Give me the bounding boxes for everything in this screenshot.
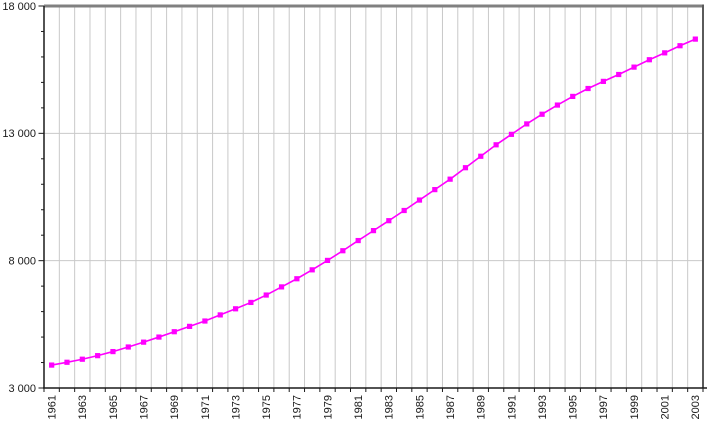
x-axis-label: 1977: [292, 395, 304, 419]
x-axis-label: 1993: [537, 395, 549, 419]
x-axis-label: 1987: [445, 395, 457, 419]
data-point-marker: [294, 276, 300, 282]
data-point-marker: [95, 353, 101, 359]
data-series: [49, 36, 698, 368]
x-axis-label: 1975: [261, 395, 273, 419]
data-point-marker: [110, 348, 116, 355]
x-axis-label: 1965: [108, 395, 120, 419]
x-axis-label: 1981: [353, 395, 365, 419]
x-axis-label: 1963: [77, 395, 89, 419]
data-point-marker: [646, 57, 652, 63]
x-axis-label: 1969: [169, 395, 181, 419]
x-axis-label: 1973: [230, 395, 242, 419]
data-point-marker: [616, 71, 622, 78]
data-point-marker: [401, 207, 407, 214]
data-point-marker: [278, 284, 285, 290]
data-point-marker: [355, 237, 361, 244]
data-point-marker: [432, 187, 438, 193]
data-point-marker: [125, 344, 131, 350]
data-series-line: [51, 38, 696, 366]
data-point-marker: [324, 257, 331, 264]
data-point-marker: [600, 78, 606, 84]
data-point-marker: [186, 323, 193, 329]
data-point-marker: [585, 85, 591, 92]
data-point-marker: [447, 176, 453, 182]
data-point-marker: [171, 329, 177, 335]
data-point-marker: [79, 356, 85, 362]
data-point-marker: [677, 43, 683, 49]
data-point-marker: [493, 142, 499, 148]
x-axis-label: 1997: [598, 395, 610, 419]
data-point-marker: [478, 153, 484, 159]
axis-labels: 3 000 8 000 13 000 18 000 1961 1963 1965 1967 19…: [2, 1, 702, 420]
y-axis-label: 8 000: [8, 256, 36, 268]
x-axis-label: 1989: [476, 395, 488, 419]
x-axis-label: 2003: [690, 395, 702, 419]
data-point-marker: [462, 165, 469, 171]
y-axis-label: 18 000: [2, 1, 36, 13]
data-point-marker: [386, 218, 392, 224]
data-point-marker: [554, 102, 561, 108]
axis-ticks: [38, 5, 704, 392]
data-point-marker: [248, 299, 254, 306]
data-point-marker: [539, 111, 545, 117]
data-point-marker: [217, 312, 223, 318]
data-point-marker: [662, 50, 668, 56]
plot-frame: [44, 4, 704, 388]
data-point-marker: [570, 93, 576, 100]
data-point-marker: [156, 334, 162, 340]
data-point-marker: [370, 228, 377, 234]
y-axis-label: 3 000: [8, 383, 36, 395]
axes: [43, 6, 707, 389]
data-point-marker: [692, 36, 698, 42]
data-point-marker: [524, 121, 530, 127]
data-point-marker: [508, 131, 515, 137]
data-point-marker: [64, 359, 70, 365]
x-axis-label: 1985: [414, 395, 426, 419]
x-axis-label: 1991: [506, 395, 518, 419]
data-point-marker: [263, 292, 269, 298]
x-axis-label: 1983: [384, 395, 396, 419]
x-axis-label: 1979: [322, 395, 334, 419]
data-point-marker: [141, 339, 147, 345]
x-axis-label: 1971: [200, 395, 212, 419]
data-point-marker: [202, 318, 208, 324]
data-point-marker: [416, 197, 423, 203]
data-point-marker: [232, 306, 239, 312]
data-point-marker: [340, 248, 346, 254]
x-axis-label: 1961: [47, 395, 59, 419]
x-axis-label: 2001: [660, 395, 672, 419]
data-point-marker: [49, 362, 55, 368]
gridlines: [44, 6, 703, 388]
x-axis-label: 1995: [568, 395, 580, 419]
data-point-marker: [309, 267, 315, 273]
y-axis-label: 13 000: [2, 128, 36, 140]
x-axis-label: 1999: [629, 395, 641, 419]
data-point-marker: [631, 64, 637, 70]
x-axis-label: 1967: [138, 395, 150, 419]
